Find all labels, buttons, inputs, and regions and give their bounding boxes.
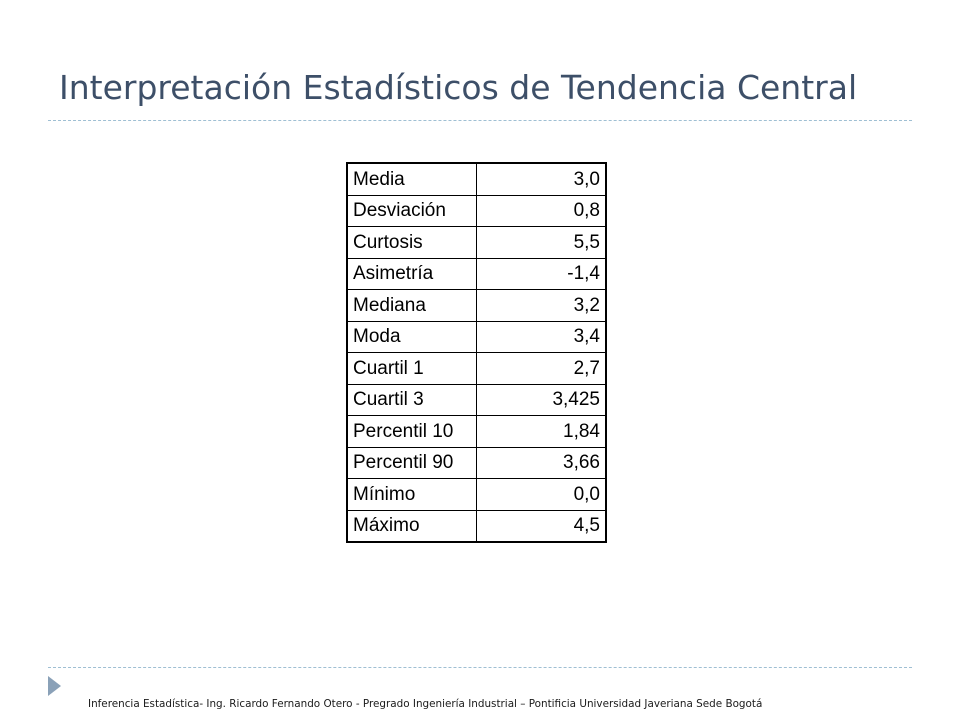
statistics-table-body: Media 3,0 Desviación 0,8 Curtosis 5,5 Asimetrí… (346, 162, 607, 543)
footer-divider (48, 667, 912, 668)
statistic-label: Asimetría (346, 257, 477, 290)
statistic-label: Moda (346, 320, 477, 353)
page-title: Interpretación Estadísticos de Tendencia… (59, 68, 858, 107)
statistic-label: Mediana (346, 289, 477, 322)
statistic-value: 4,5 (476, 509, 607, 543)
statistic-value: 3,0 (476, 162, 607, 196)
statistic-value: 5,5 (476, 226, 607, 259)
statistic-value: 3,425 (476, 383, 607, 416)
statistic-value: 0,0 (476, 478, 607, 511)
statistic-value: 3,66 (476, 446, 607, 479)
table-row: Desviación 0,8 (346, 194, 607, 227)
statistic-value: 1,84 (476, 415, 607, 448)
statistic-value: 3,2 (476, 289, 607, 322)
table-row: Mínimo 0,0 (346, 478, 607, 511)
statistic-value: 0,8 (476, 194, 607, 227)
statistic-value: 2,7 (476, 352, 607, 385)
table-row: Moda 3,4 (346, 320, 607, 353)
table-row: Media 3,0 (346, 162, 607, 196)
footer-text: Inferencia Estadística- Ing. Ricardo Fer… (88, 698, 763, 710)
table-row: Percentil 90 3,66 (346, 446, 607, 479)
statistic-label: Mínimo (346, 478, 477, 511)
table-row: Asimetría -1,4 (346, 257, 607, 290)
statistics-table: Media 3,0 Desviación 0,8 Curtosis 5,5 Asimetrí… (346, 162, 607, 543)
statistic-value: 3,4 (476, 320, 607, 353)
statistic-label: Desviación (346, 194, 477, 227)
statistic-label: Media (346, 162, 477, 196)
table-row: Cuartil 1 2,7 (346, 352, 607, 385)
statistic-value: -1,4 (476, 257, 607, 290)
statistic-label: Percentil 90 (346, 446, 477, 479)
statistic-label: Máximo (346, 509, 477, 543)
statistic-label: Cuartil 3 (346, 383, 477, 416)
table-row: Máximo 4,5 (346, 509, 607, 543)
table-row: Mediana 3,2 (346, 289, 607, 322)
table-row: Percentil 10 1,84 (346, 415, 607, 448)
statistic-label: Curtosis (346, 226, 477, 259)
table-row: Curtosis 5,5 (346, 226, 607, 259)
statistic-label: Percentil 10 (346, 415, 477, 448)
triangle-right-icon (48, 676, 61, 696)
statistic-label: Cuartil 1 (346, 352, 477, 385)
title-divider (48, 120, 912, 121)
table-row: Cuartil 3 3,425 (346, 383, 607, 416)
